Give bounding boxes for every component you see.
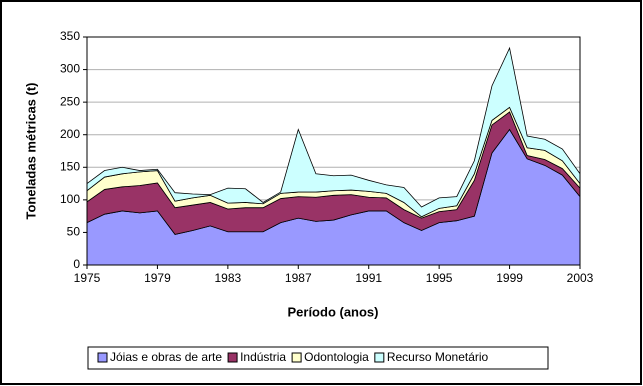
plot-border [86,36,581,266]
legend-swatch [97,352,108,363]
x-tick-label: 1983 [215,271,242,285]
y-tick-label: 200 [60,127,80,141]
x-tick-label: 1975 [74,271,101,285]
legend-label: Jóias e obras de arte [110,350,222,364]
y-tick-label: 50 [67,225,81,239]
y-tick-label: 350 [60,29,80,43]
legend-box [87,346,549,370]
y-tick-label: 250 [60,94,80,108]
x-tick-label: 1999 [496,271,523,285]
x-tick-label: 1987 [285,271,312,285]
y-tick-label: 100 [60,192,80,206]
legend-label: Odontologia [304,350,369,364]
legend-label: Indústria [240,350,286,364]
y-axis-label: Toneladas métricas (t) [23,82,38,219]
x-tick-label: 1995 [426,271,453,285]
x-tick-label: 1991 [355,271,382,285]
x-tick-label: 1979 [144,271,171,285]
y-tick-label: 0 [73,257,80,271]
legend-label: Recurso Monetário [387,350,489,364]
legend-swatch [227,352,238,363]
y-tick-label: 300 [60,62,80,76]
x-tick-label: 2003 [567,271,594,285]
x-axis-label: Período (anos) [287,304,378,319]
y-tick-label: 150 [60,159,80,173]
legend-swatch [291,352,302,363]
legend-swatch [374,352,385,363]
